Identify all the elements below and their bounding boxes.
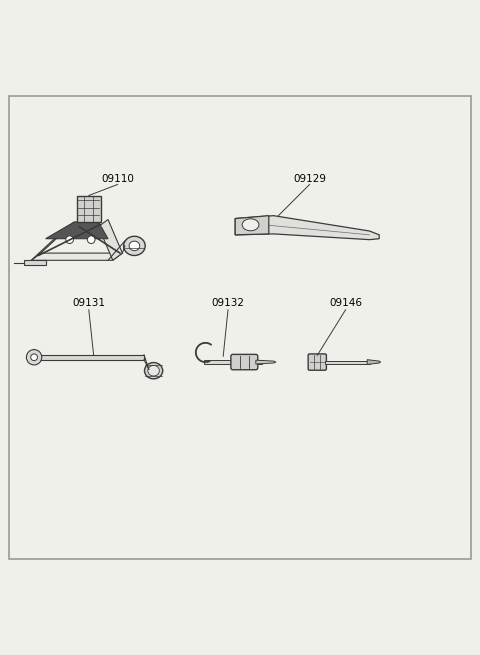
Ellipse shape — [144, 362, 163, 379]
Polygon shape — [235, 215, 269, 235]
FancyBboxPatch shape — [77, 195, 101, 222]
Polygon shape — [235, 215, 379, 240]
Text: 09129: 09129 — [293, 174, 326, 183]
FancyBboxPatch shape — [231, 354, 258, 369]
Polygon shape — [31, 222, 74, 260]
Polygon shape — [325, 361, 370, 364]
Polygon shape — [34, 355, 144, 360]
Ellipse shape — [242, 219, 259, 231]
Circle shape — [31, 354, 37, 361]
Polygon shape — [204, 360, 262, 364]
FancyBboxPatch shape — [308, 354, 326, 370]
Ellipse shape — [129, 241, 140, 251]
Polygon shape — [31, 253, 122, 260]
Text: 09132: 09132 — [212, 298, 244, 309]
Circle shape — [26, 350, 42, 365]
Polygon shape — [367, 360, 381, 364]
Circle shape — [66, 236, 73, 244]
Ellipse shape — [148, 365, 159, 376]
Polygon shape — [24, 260, 46, 265]
Text: 09131: 09131 — [72, 298, 105, 309]
Text: 09146: 09146 — [329, 298, 362, 309]
Polygon shape — [46, 222, 108, 238]
Circle shape — [87, 236, 95, 244]
Polygon shape — [98, 219, 122, 260]
Ellipse shape — [124, 236, 145, 255]
Text: 09110: 09110 — [101, 174, 134, 183]
Polygon shape — [256, 360, 276, 364]
